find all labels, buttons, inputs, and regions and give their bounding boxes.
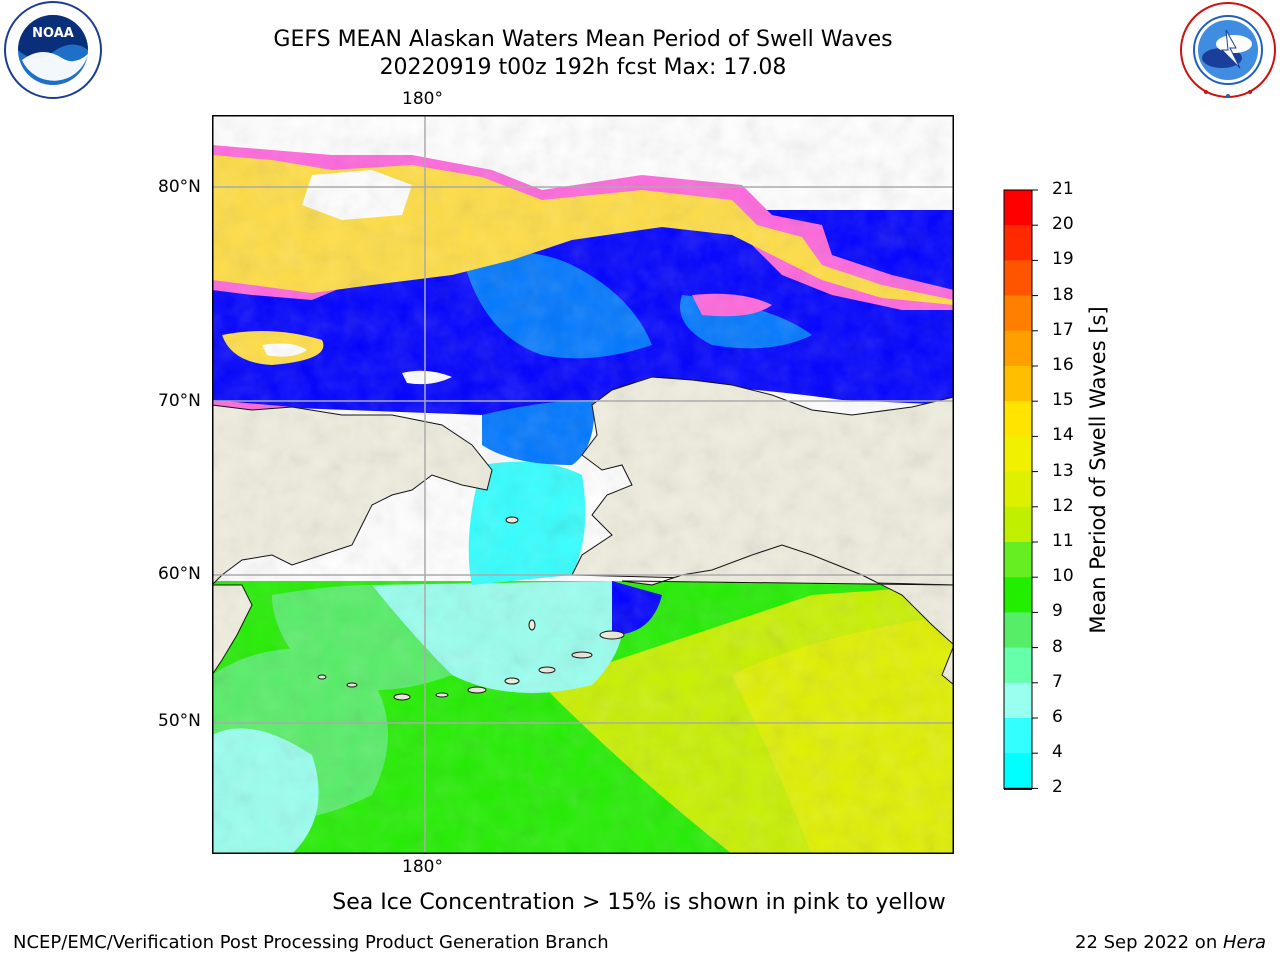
colorbar-segment bbox=[1004, 682, 1032, 719]
chart-title: GEFS MEAN Alaskan Waters Mean Period of … bbox=[273, 27, 893, 52]
footer-machine: Hera bbox=[1222, 932, 1266, 953]
colorbar-tick-label: 17 bbox=[1052, 319, 1074, 340]
lat-label-60: 60°N bbox=[158, 564, 201, 584]
colorbar-segment bbox=[1004, 190, 1032, 226]
colorbar-tick-label: 16 bbox=[1052, 355, 1074, 375]
colorbar-segment bbox=[1004, 401, 1032, 437]
colorbar-tick-label: 13 bbox=[1052, 460, 1074, 481]
colorbar-tick-label: 6 bbox=[1052, 707, 1063, 727]
colorbar-segment bbox=[1004, 471, 1032, 508]
colorbar-segment bbox=[1004, 506, 1032, 543]
colorbar-tick-label: 21 bbox=[1052, 179, 1074, 199]
noaa-logo-text: NOAA bbox=[32, 26, 74, 41]
colorbar-tick-label: 12 bbox=[1052, 495, 1074, 516]
colorbar-tick-label: 10 bbox=[1052, 566, 1074, 587]
colorbar-segment bbox=[1004, 753, 1032, 789]
lat-label-80: 80°N bbox=[158, 177, 201, 197]
colorbar-tick-label: 11 bbox=[1052, 531, 1074, 551]
colorbar-segment bbox=[1004, 542, 1032, 578]
colorbar-tick-label: 20 bbox=[1052, 214, 1074, 235]
colorbar-tick-label: 8 bbox=[1052, 636, 1063, 657]
nws-logo bbox=[1180, 2, 1276, 98]
colorbar-tick-label: 14 bbox=[1052, 425, 1074, 446]
colorbar-tick-label: 7 bbox=[1052, 671, 1063, 692]
sea-ice-note: Sea Ice Concentration > 15% is shown in … bbox=[332, 890, 946, 915]
colorbar-tick-label: 19 bbox=[1052, 249, 1074, 270]
colorbar-segment bbox=[1004, 718, 1032, 754]
lon-label-bottom: 180° bbox=[402, 857, 443, 877]
footer-date: 22 Sep 2022 on Hera bbox=[1075, 932, 1266, 953]
map-border bbox=[212, 115, 954, 854]
noaa-logo: NOAA bbox=[4, 1, 102, 99]
colorbar-segment bbox=[1004, 612, 1032, 649]
colorbar-segment bbox=[1004, 647, 1032, 684]
colorbar bbox=[1003, 189, 1038, 790]
colorbar-tick-label: 15 bbox=[1052, 390, 1074, 411]
colorbar-segment bbox=[1004, 436, 1032, 473]
colorbar-segment bbox=[1004, 577, 1032, 613]
colorbar-label: Mean Period of Swell Waves [s] bbox=[1086, 306, 1110, 634]
colorbar-tick-label: 18 bbox=[1052, 284, 1074, 305]
map-canvas bbox=[212, 115, 954, 854]
lat-label-50: 50°N bbox=[158, 711, 201, 731]
lat-label-70: 70°N bbox=[158, 391, 201, 411]
colorbar-tick-label: 9 bbox=[1052, 601, 1063, 622]
lon-label-top: 180° bbox=[402, 89, 443, 109]
chart-subtitle: 20220919 t00z 192h fcst Max: 17.08 bbox=[379, 55, 787, 80]
colorbar-segment bbox=[1004, 225, 1032, 261]
colorbar-segment bbox=[1004, 295, 1032, 332]
colorbar-segment bbox=[1004, 260, 1032, 297]
map-panel bbox=[212, 115, 954, 854]
colorbar-tick-label: 4 bbox=[1052, 742, 1063, 763]
footer-credit: NCEP/EMC/Verification Post Processing Pr… bbox=[13, 932, 609, 953]
colorbar-segment bbox=[1004, 366, 1032, 402]
graticule bbox=[212, 115, 954, 854]
colorbar-tick-label: 2 bbox=[1052, 777, 1063, 798]
field-texture bbox=[212, 115, 954, 854]
footer-date-text: 22 Sep 2022 on bbox=[1075, 932, 1223, 953]
colorbar-outline bbox=[1003, 189, 1033, 789]
colorbar-segment bbox=[1004, 330, 1032, 367]
